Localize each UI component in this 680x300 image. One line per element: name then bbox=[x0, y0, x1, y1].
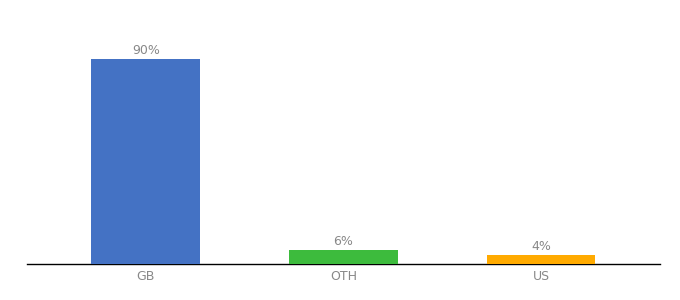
Text: 90%: 90% bbox=[132, 44, 160, 56]
Bar bbox=[91, 59, 200, 264]
Bar bbox=[487, 255, 596, 264]
Text: 6%: 6% bbox=[333, 235, 354, 248]
Text: 4%: 4% bbox=[531, 240, 551, 253]
Bar bbox=[289, 250, 398, 264]
